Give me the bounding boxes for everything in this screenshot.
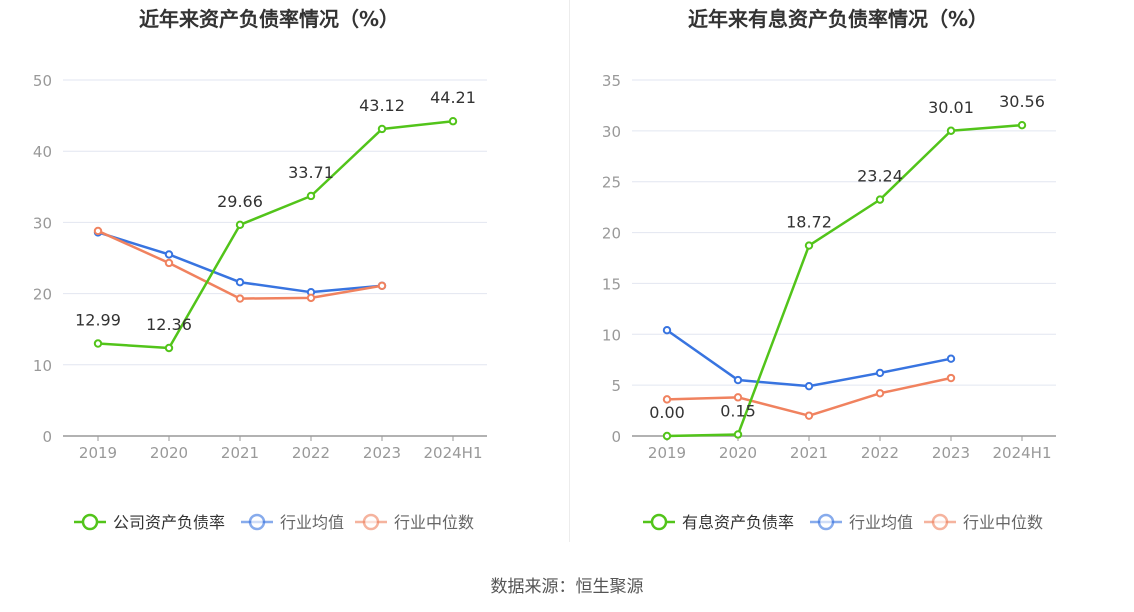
data-point-company <box>1017 120 1027 130</box>
data-label: 12.99 <box>75 311 121 330</box>
series-line-company <box>97 119 454 350</box>
legend-label: 公司资产负债率 <box>113 513 225 532</box>
data-point-median <box>164 258 174 268</box>
chart-debt-ratio: 近年来资产负债率情况（%） 0 10 20 30 40 50 2019 2020 2021 2022… <box>33 7 487 532</box>
legend-marker <box>931 513 949 531</box>
data-point-median <box>804 411 814 420</box>
data-point-avg <box>733 375 743 385</box>
legend-item-avg[interactable]: 行业均值 <box>810 513 913 532</box>
legend-item-company[interactable]: 公司资产负债率 <box>74 513 225 532</box>
y-tick-label: 10 <box>33 357 52 375</box>
data-point-avg <box>875 368 885 378</box>
data-point-median <box>306 293 316 303</box>
data-label: 18.72 <box>786 213 832 232</box>
data-point-median <box>377 281 387 290</box>
legend-label: 行业中位数 <box>963 513 1043 532</box>
chart-divider <box>569 0 570 542</box>
data-point-company <box>804 241 814 250</box>
x-tick-label: 2020 <box>719 444 757 462</box>
data-point-median <box>662 395 672 404</box>
data-label: 0.15 <box>720 401 756 420</box>
legend-label: 行业中位数 <box>394 513 474 532</box>
data-label: 0.00 <box>649 403 685 422</box>
data-point-median <box>93 226 103 236</box>
data-label: 30.56 <box>999 92 1045 111</box>
data-point-company <box>662 431 672 441</box>
x-tick-label: 2023 <box>932 444 970 462</box>
y-tick-label: 30 <box>33 214 52 232</box>
legend-marker <box>248 513 266 531</box>
y-tick-label: 50 <box>33 72 52 90</box>
data-point-company <box>733 430 743 439</box>
x-tick-label: 2019 <box>79 444 117 462</box>
data-point-company <box>164 343 174 353</box>
x-tick-label: 2021 <box>221 444 259 462</box>
data-point-median <box>235 294 245 303</box>
data-point-company <box>448 117 458 126</box>
data-point-company <box>306 191 316 201</box>
data-point-avg <box>235 278 245 287</box>
data-label: 43.12 <box>359 96 405 115</box>
data-source-label: 数据来源：恒生聚源 <box>490 577 644 597</box>
x-tick-label: 2021 <box>790 444 828 462</box>
data-point-company <box>93 339 103 348</box>
data-point-median <box>946 373 956 383</box>
x-tick-label: 2022 <box>292 444 330 462</box>
data-label: 44.21 <box>430 88 476 107</box>
x-tick-label: 2019 <box>648 444 686 462</box>
y-tick-label: 0 <box>42 428 52 446</box>
x-tick-label: 2023 <box>363 444 401 462</box>
data-point-median <box>733 393 743 402</box>
data-label: 30.01 <box>928 98 974 117</box>
legend-label: 行业均值 <box>849 513 913 532</box>
y-tick-label: 25 <box>602 174 621 192</box>
data-point-company <box>946 126 956 135</box>
data-point-avg <box>946 354 956 363</box>
series-line-avg <box>666 329 952 388</box>
y-tick-label: 20 <box>602 225 621 243</box>
data-label: 33.71 <box>288 163 334 182</box>
chart-title: 近年来资产负债率情况（%） <box>139 7 399 31</box>
y-tick-label: 15 <box>602 275 621 293</box>
data-point-company <box>875 195 885 204</box>
data-point-median <box>875 389 885 398</box>
legend-item-company[interactable]: 有息资产负债率 <box>643 513 794 532</box>
y-tick-label: 40 <box>33 143 52 161</box>
series-line-company <box>666 123 1023 438</box>
legend-marker <box>362 513 380 531</box>
x-tick-label: 2024H1 <box>424 444 483 462</box>
y-tick-label: 35 <box>602 72 621 90</box>
y-tick-label: 10 <box>602 326 621 344</box>
data-point-company <box>235 220 245 230</box>
legend-item-median[interactable]: 行业中位数 <box>924 513 1043 532</box>
legend-marker <box>650 513 668 531</box>
data-point-avg <box>662 326 672 335</box>
legend-label: 有息资产负债率 <box>682 513 794 532</box>
y-tick-label: 20 <box>33 286 52 304</box>
data-point-avg <box>804 381 814 391</box>
data-point-company <box>377 124 387 134</box>
data-label: 29.66 <box>217 192 263 211</box>
legend-item-median[interactable]: 行业中位数 <box>355 513 474 532</box>
data-label: 23.24 <box>857 167 903 186</box>
chart-title: 近年来有息资产负债率情况（%） <box>688 7 988 31</box>
y-tick-label: 30 <box>602 123 621 141</box>
data-point-avg <box>164 250 174 259</box>
legend-marker <box>81 513 99 531</box>
x-tick-label: 2020 <box>150 444 188 462</box>
x-tick-label: 2022 <box>861 444 899 462</box>
x-tick-label: 2024H1 <box>993 444 1052 462</box>
chart-interest-debt-ratio: 近年来有息资产负债率情况（%） 0 5 10 15 20 25 30 35 2019 2020 202… <box>602 7 1056 532</box>
legend-marker <box>817 513 835 531</box>
legend-item-avg[interactable]: 行业均值 <box>241 513 344 532</box>
data-label: 12.36 <box>146 315 192 334</box>
legend-label: 行业均值 <box>280 513 344 532</box>
y-tick-label: 5 <box>611 377 621 395</box>
y-tick-label: 0 <box>611 428 621 446</box>
